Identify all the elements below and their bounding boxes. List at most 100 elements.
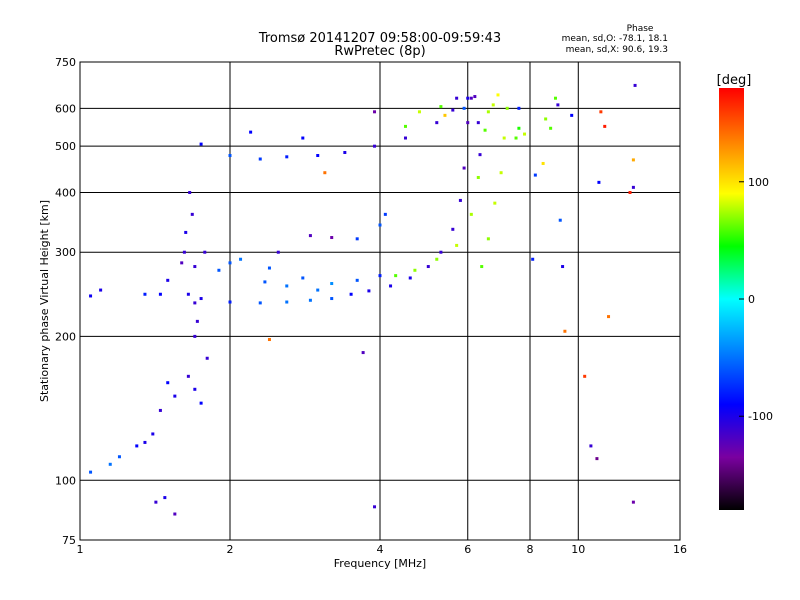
y-tick-label-5: 500 xyxy=(55,140,76,153)
data-point-0-20 xyxy=(458,198,462,202)
data-point-0-28 xyxy=(228,261,232,265)
data-point-0-45 xyxy=(193,334,197,338)
colorbar-label: [deg] xyxy=(717,73,752,88)
y-tick-label-7: 750 xyxy=(55,56,76,69)
data-point-0-23 xyxy=(469,96,473,100)
data-point-0-131 xyxy=(285,284,289,288)
data-point-0-54 xyxy=(199,142,203,146)
data-point-0-40 xyxy=(143,440,147,444)
data-point-0-71 xyxy=(499,171,503,175)
data-point-0-121 xyxy=(383,212,387,216)
data-point-0-17 xyxy=(426,265,430,269)
data-point-0-124 xyxy=(330,236,334,240)
data-point-0-134 xyxy=(203,250,207,254)
y-axis-label: Stationary phase Virtual Height [km] xyxy=(38,200,51,402)
y-tick-label-3: 300 xyxy=(55,246,76,259)
data-point-0-67 xyxy=(301,136,305,140)
data-point-0-128 xyxy=(217,268,221,272)
data-point-0-46 xyxy=(195,319,199,323)
data-point-0-123 xyxy=(355,237,359,241)
x-tick-label-5: 10 xyxy=(571,543,585,556)
stats-heading: Phase xyxy=(627,24,654,34)
data-point-0-14 xyxy=(367,289,371,293)
data-point-0-4 xyxy=(166,278,170,282)
data-point-0-30 xyxy=(301,276,305,280)
data-point-0-22 xyxy=(466,121,470,125)
colorbar-tick-label-2: -100 xyxy=(748,410,773,423)
stats-x-line: mean, sd,X: 90.6, 19.3 xyxy=(566,45,668,55)
data-point-0-109 xyxy=(628,190,632,194)
data-point-0-64 xyxy=(466,96,470,100)
data-point-0-44 xyxy=(89,470,93,474)
data-point-0-37 xyxy=(173,394,177,398)
colorbar-ticks: 100 0 -100 xyxy=(739,176,773,423)
data-point-0-114 xyxy=(517,106,521,110)
data-point-0-101 xyxy=(541,161,545,165)
data-point-0-105 xyxy=(599,110,603,114)
data-point-0-99 xyxy=(531,257,535,261)
data-point-0-1 xyxy=(99,288,103,292)
data-point-0-129 xyxy=(186,292,190,296)
data-point-0-27 xyxy=(193,265,197,269)
data-point-0-33 xyxy=(378,274,382,278)
data-point-0-5 xyxy=(180,261,184,265)
data-point-0-32 xyxy=(355,278,359,282)
data-point-0-88 xyxy=(361,351,365,355)
data-point-0-51 xyxy=(163,496,167,500)
data-point-0-87 xyxy=(267,338,271,342)
data-point-0-119 xyxy=(462,106,466,110)
colorbar-tick-label-1: 0 xyxy=(748,293,755,306)
data-point-0-65 xyxy=(455,96,459,100)
data-point-0-125 xyxy=(308,234,312,238)
data-point-0-69 xyxy=(486,237,490,241)
data-point-0-58 xyxy=(316,154,320,158)
data-point-0-127 xyxy=(239,257,243,261)
data-point-0-52 xyxy=(154,500,158,504)
data-point-0-59 xyxy=(343,150,347,154)
data-point-0-94 xyxy=(553,96,557,100)
data-point-0-41 xyxy=(135,444,139,448)
data-point-0-76 xyxy=(469,212,473,216)
x-axis-ticks: 1 2 4 6 8 10 16 xyxy=(77,543,688,556)
data-point-0-7 xyxy=(199,297,203,301)
data-point-0-110 xyxy=(631,158,635,162)
data-point-0-68 xyxy=(480,265,484,269)
data-point-0-50 xyxy=(182,250,186,254)
data-point-0-133 xyxy=(205,356,209,360)
data-point-0-19 xyxy=(451,227,455,231)
data-point-0-25 xyxy=(476,121,480,125)
data-point-0-57 xyxy=(285,155,289,159)
data-point-0-3 xyxy=(158,292,162,296)
data-point-0-92 xyxy=(549,126,553,130)
data-point-0-47 xyxy=(190,212,194,216)
data-point-0-79 xyxy=(413,268,417,272)
data-point-0-13 xyxy=(349,292,353,296)
data-point-0-132 xyxy=(316,288,320,292)
data-point-0-81 xyxy=(417,110,421,114)
data-point-0-74 xyxy=(483,128,487,132)
y-tick-label-1: 100 xyxy=(55,474,76,487)
data-point-0-10 xyxy=(285,300,289,304)
data-point-0-31 xyxy=(330,282,334,286)
data-point-0-21 xyxy=(462,166,466,170)
data-point-0-34 xyxy=(186,374,190,378)
data-point-0-66 xyxy=(249,130,253,134)
data-point-0-135 xyxy=(166,381,170,385)
data-point-0-61 xyxy=(403,136,407,140)
plot-frame xyxy=(79,61,681,541)
data-point-0-98 xyxy=(563,329,567,333)
data-point-0-48 xyxy=(188,190,192,194)
data-point-0-130 xyxy=(263,280,267,284)
x-tick-label-0: 1 xyxy=(77,543,84,556)
data-point-0-38 xyxy=(158,408,162,412)
data-point-0-39 xyxy=(151,432,155,436)
y-tick-label-0: 75 xyxy=(62,534,76,547)
y-tick-label-6: 600 xyxy=(55,102,76,115)
data-point-0-106 xyxy=(603,124,607,128)
data-point-0-53 xyxy=(173,512,177,516)
data-point-0-62 xyxy=(435,121,439,125)
x-tick-label-3: 6 xyxy=(464,543,471,556)
data-point-0-49 xyxy=(184,230,188,234)
data-point-0-60 xyxy=(373,144,377,148)
